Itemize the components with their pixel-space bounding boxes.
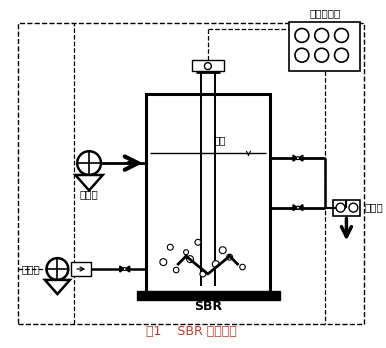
Bar (18, 23, 364, 324)
Text: 时间继电器: 时间继电器 (309, 9, 340, 18)
Circle shape (349, 203, 358, 212)
Circle shape (295, 48, 309, 62)
Circle shape (335, 29, 349, 42)
Text: SBR: SBR (194, 300, 222, 313)
Circle shape (240, 264, 245, 270)
Circle shape (77, 151, 101, 175)
Circle shape (47, 258, 68, 280)
Circle shape (173, 267, 179, 273)
Bar (137, 291, 280, 300)
Text: 进水泵: 进水泵 (80, 189, 98, 199)
Bar (289, 22, 360, 71)
Polygon shape (120, 266, 125, 272)
Circle shape (123, 268, 126, 270)
Circle shape (212, 261, 219, 268)
Circle shape (336, 203, 345, 212)
Circle shape (167, 244, 173, 250)
Bar (333, 200, 360, 215)
Bar (192, 60, 224, 71)
Circle shape (335, 48, 349, 62)
Circle shape (184, 250, 189, 255)
Circle shape (219, 247, 226, 254)
Polygon shape (75, 175, 103, 190)
Polygon shape (293, 155, 298, 161)
Circle shape (160, 259, 167, 266)
Circle shape (295, 29, 309, 42)
Circle shape (315, 29, 328, 42)
Text: 图1    SBR 实验装置: 图1 SBR 实验装置 (146, 325, 236, 338)
Text: 排水阀: 排水阀 (364, 203, 383, 213)
Text: 曝气泵: 曝气泵 (22, 264, 41, 274)
Polygon shape (298, 155, 303, 161)
Circle shape (227, 254, 233, 260)
Polygon shape (298, 205, 303, 211)
Circle shape (296, 206, 300, 209)
Polygon shape (293, 205, 298, 211)
Circle shape (205, 63, 211, 70)
Circle shape (200, 271, 206, 277)
Circle shape (296, 157, 300, 160)
Circle shape (315, 48, 328, 62)
Text: 水位: 水位 (213, 135, 226, 145)
Bar (71, 262, 91, 276)
Polygon shape (45, 280, 70, 294)
Circle shape (186, 256, 193, 263)
Circle shape (195, 239, 201, 245)
Bar (147, 94, 270, 292)
Polygon shape (125, 266, 130, 272)
